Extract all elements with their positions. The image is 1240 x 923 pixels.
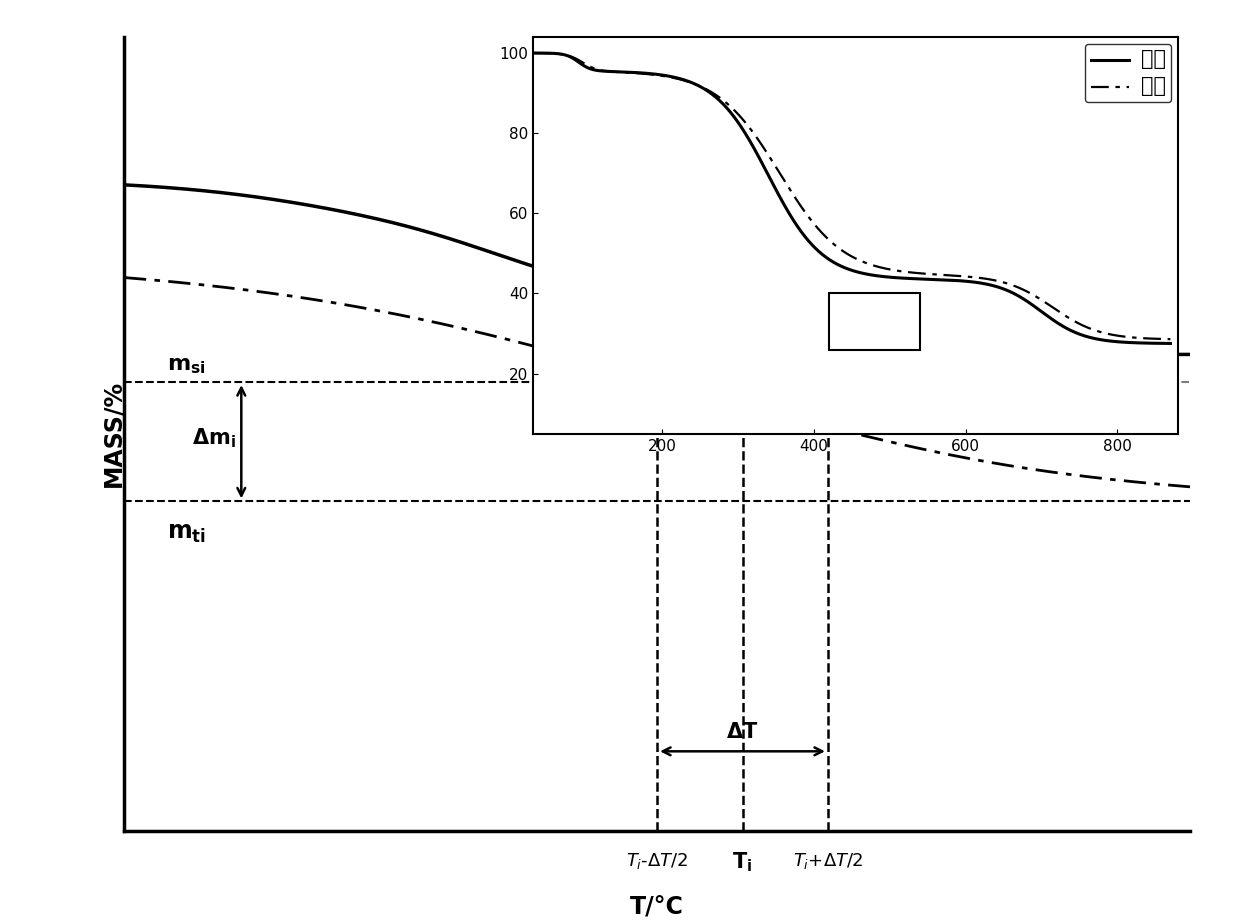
待测 (836, 246, 851, 257)
参照 (836, 261, 851, 272)
Text: T/°C: T/°C (630, 894, 684, 918)
Text: $\mathbf{T_i}$: $\mathbf{T_i}$ (733, 851, 753, 874)
Text: $\mathbf{m_{ti}}$: $\mathbf{m_{ti}}$ (166, 521, 206, 545)
Legend: 参照, 待测: 参照, 待测 (1085, 44, 1171, 102)
Line: 参照: 参照 (533, 53, 1171, 343)
参照 (1145, 338, 1159, 349)
待测 (1163, 333, 1178, 344)
参照 (818, 252, 833, 263)
Text: $\mathbf{\Delta m_i}$: $\mathbf{\Delta m_i}$ (192, 426, 236, 450)
待测 (558, 50, 573, 61)
Text: $\mathbf{\Delta T}$: $\mathbf{\Delta T}$ (727, 722, 759, 742)
参照 (558, 50, 573, 61)
Text: $T_i$+$\Delta T$/2: $T_i$+$\Delta T$/2 (792, 851, 863, 870)
Line: 待测: 待测 (533, 53, 1171, 339)
待测 (1028, 291, 1043, 302)
参照 (1163, 338, 1178, 349)
待测 (1145, 333, 1159, 344)
待测 (1145, 333, 1159, 344)
待测 (526, 47, 541, 58)
参照 (1145, 338, 1159, 349)
Text: $\mathbf{m_{si}}$: $\mathbf{m_{si}}$ (166, 356, 206, 376)
Y-axis label: MASS/%: MASS/% (100, 380, 125, 487)
Text: $T_i$-$\Delta T$/2: $T_i$-$\Delta T$/2 (626, 851, 688, 870)
待测 (818, 232, 833, 243)
参照 (1028, 301, 1043, 312)
参照 (526, 47, 541, 58)
Bar (830, 294, 920, 350)
